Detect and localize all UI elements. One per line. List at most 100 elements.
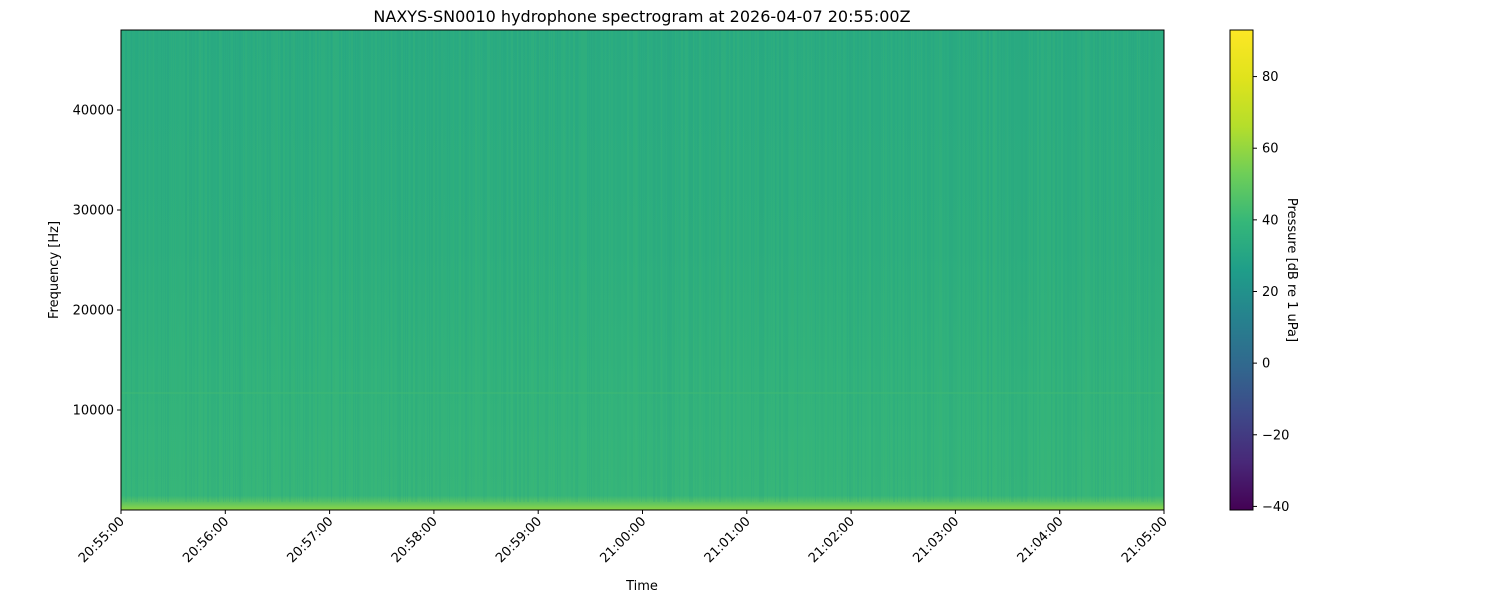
spectrogram-column bbox=[721, 30, 723, 502]
spectrogram-column bbox=[901, 30, 902, 502]
spectrogram-column bbox=[1115, 30, 1117, 502]
y-tick-label: 10000 bbox=[73, 404, 114, 419]
spectrogram-column bbox=[199, 30, 201, 502]
spectrogram-column bbox=[483, 30, 485, 502]
spectrogram-column bbox=[295, 30, 296, 502]
spectrogram-column bbox=[989, 30, 990, 502]
spectrogram-column bbox=[611, 30, 613, 502]
spectrogram-column bbox=[581, 30, 583, 502]
spectrogram-column bbox=[287, 30, 289, 502]
spectrogram-column bbox=[847, 30, 848, 502]
spectrogram-column bbox=[187, 30, 189, 502]
spectrogram-column bbox=[1079, 30, 1081, 502]
spectrogram-column bbox=[1039, 30, 1040, 502]
spectrogram-column bbox=[1075, 30, 1077, 502]
spectrogram-column bbox=[1049, 30, 1051, 502]
spectrogram-column bbox=[1117, 30, 1118, 502]
spectrogram-column bbox=[717, 30, 719, 502]
spectrogram-column bbox=[979, 30, 980, 502]
spectrogram-column bbox=[713, 30, 715, 502]
spectrogram-column bbox=[549, 30, 550, 502]
spectrogram-column bbox=[833, 30, 834, 502]
spectrogram-column bbox=[1153, 30, 1155, 502]
spectrogram-column bbox=[181, 30, 183, 502]
spectrogram-column bbox=[665, 30, 666, 502]
spectrogram-column bbox=[423, 30, 425, 502]
spectrogram-column bbox=[565, 30, 566, 502]
spectrogram-column bbox=[937, 30, 938, 502]
spectrogram-column bbox=[997, 30, 999, 502]
spectrogram-column bbox=[1035, 30, 1037, 502]
spectrogram-column bbox=[477, 30, 479, 502]
spectrogram-column bbox=[333, 30, 335, 502]
spectrogram-column bbox=[1137, 30, 1138, 502]
spectrogram-column bbox=[875, 30, 877, 502]
spectrogram-column bbox=[1047, 30, 1049, 502]
spectrogram-column bbox=[733, 30, 735, 502]
spectrogram-column bbox=[965, 30, 966, 502]
spectrogram-column bbox=[571, 30, 573, 502]
spectrogram-column bbox=[587, 30, 588, 502]
spectrogram-column bbox=[337, 30, 339, 502]
spectrogram-column bbox=[949, 30, 951, 502]
spectrogram-column bbox=[871, 30, 873, 502]
x-tick-label: 21:05:00 bbox=[1119, 514, 1171, 566]
spectrogram-column bbox=[323, 30, 325, 502]
spectrogram-column bbox=[1123, 30, 1125, 502]
spectrogram-column bbox=[905, 30, 906, 502]
spectrogram-column bbox=[557, 30, 558, 502]
spectrogram-column bbox=[535, 30, 536, 502]
spectrogram-column bbox=[703, 30, 704, 502]
spectrogram-column bbox=[873, 30, 874, 502]
spectrogram-column bbox=[939, 30, 941, 502]
spectrogram-column bbox=[1071, 30, 1072, 502]
spectrogram-column bbox=[593, 30, 595, 502]
colorbar-tick-label: 40 bbox=[1262, 213, 1279, 228]
spectrogram-column bbox=[707, 30, 709, 502]
spectrogram-column bbox=[617, 30, 619, 502]
spectrogram-column bbox=[1077, 30, 1079, 502]
spectrogram-column bbox=[815, 30, 816, 502]
spectrogram-column bbox=[1157, 30, 1158, 502]
spectrogram-column bbox=[537, 30, 539, 502]
spectrogram-column bbox=[485, 30, 487, 502]
spectrogram-column bbox=[969, 30, 970, 502]
spectrogram-column bbox=[661, 30, 662, 502]
spectrogram-column bbox=[291, 30, 293, 502]
x-tick-label: 20:55:00 bbox=[76, 514, 128, 566]
spectrogram-column bbox=[849, 30, 851, 502]
spectrogram-column bbox=[533, 30, 534, 502]
spectrogram-column bbox=[1061, 30, 1063, 502]
spectrogram-column bbox=[953, 30, 955, 502]
spectrogram-column bbox=[865, 30, 866, 502]
spectrogram-column bbox=[341, 30, 342, 502]
spectrogram-column bbox=[1059, 30, 1061, 502]
spectrogram-column bbox=[763, 30, 764, 502]
spectrogram-column bbox=[515, 30, 517, 502]
spectrogram-column bbox=[821, 30, 823, 502]
spectrogram-column bbox=[729, 30, 730, 502]
spectrogram-column bbox=[971, 30, 972, 502]
spectrogram-column bbox=[667, 30, 669, 502]
spectrogram-column bbox=[159, 30, 160, 502]
spectrogram-column bbox=[819, 30, 820, 502]
spectrogram-column bbox=[425, 30, 426, 502]
spectrogram-column bbox=[501, 30, 502, 502]
spectrogram-column bbox=[523, 30, 525, 502]
spectrogram-column bbox=[317, 30, 318, 502]
spectrogram-column bbox=[909, 30, 911, 502]
spectrogram-column bbox=[215, 30, 216, 502]
spectrogram-column bbox=[831, 30, 833, 502]
spectrogram-column bbox=[941, 30, 942, 502]
spectrogram-column bbox=[705, 30, 707, 502]
spectrogram-column bbox=[759, 30, 761, 502]
spectrogram-column bbox=[135, 30, 137, 502]
spectrogram-column bbox=[443, 30, 445, 502]
spectrogram-column bbox=[921, 30, 922, 502]
spectrogram-column bbox=[613, 30, 615, 502]
spectrogram-column bbox=[655, 30, 656, 502]
spectrogram-column bbox=[521, 30, 523, 502]
spectrogram-column bbox=[1109, 30, 1111, 502]
spectrogram-column bbox=[625, 30, 627, 502]
spectrogram-column bbox=[179, 30, 181, 502]
